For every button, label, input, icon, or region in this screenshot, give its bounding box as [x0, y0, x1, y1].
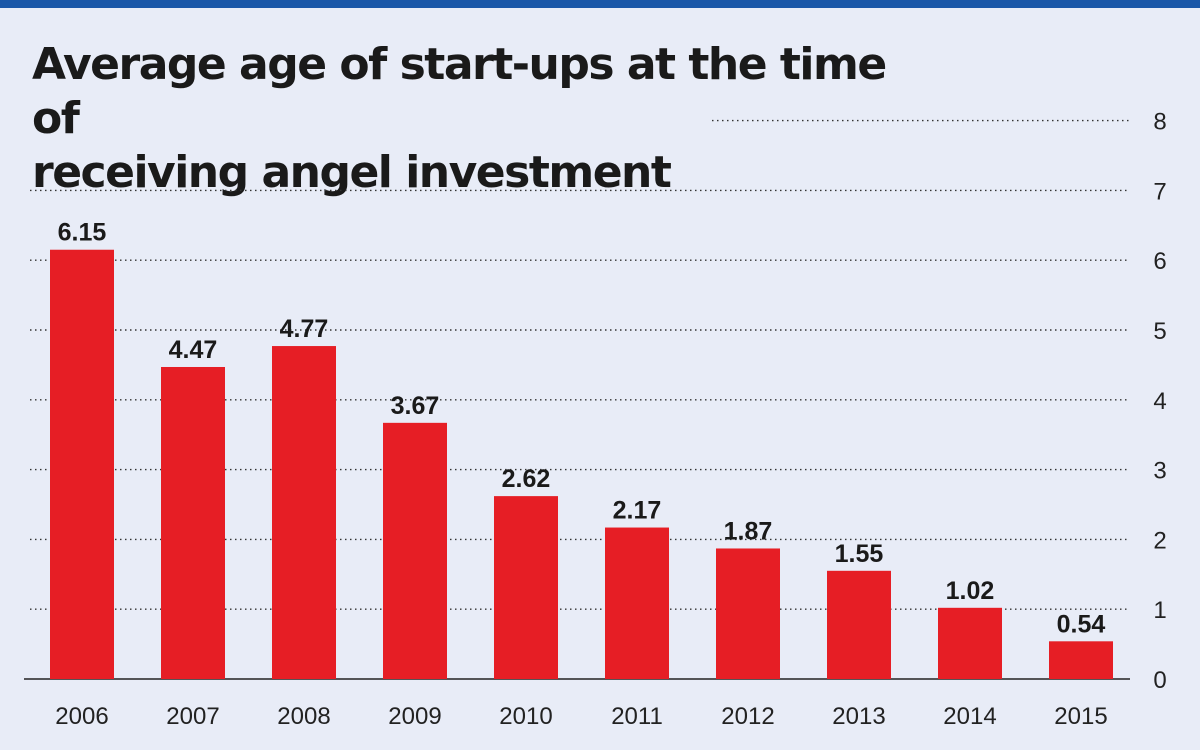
bar-2014 [938, 607, 1002, 679]
x-tick-label-2014: 2014 [943, 703, 996, 730]
y-tick-label: 6 [1153, 248, 1166, 275]
x-tick-label-2015: 2015 [1054, 703, 1107, 730]
bar-2009 [383, 422, 447, 679]
x-tick-label-2008: 2008 [277, 703, 330, 730]
chart-title-line-1: Average age of start-ups at the time of [32, 39, 887, 144]
y-tick-label: 7 [1153, 178, 1166, 205]
bar-2010 [494, 496, 558, 679]
chart-title: Average age of start-ups at the time of … [32, 38, 932, 200]
x-tick-label-2013: 2013 [832, 703, 885, 730]
bars [50, 249, 1113, 680]
y-tick-label: 1 [1153, 597, 1166, 624]
y-tick-label: 4 [1153, 388, 1166, 415]
data-label-2015: 0.54 [1057, 610, 1106, 638]
y-tick-label: 8 [1153, 109, 1166, 136]
y-tick-label: 3 [1153, 458, 1166, 485]
x-tick-label-2009: 2009 [388, 703, 441, 730]
data-label-2009: 3.67 [391, 392, 440, 420]
top-rule [0, 0, 1200, 8]
x-tick-label-2006: 2006 [55, 703, 108, 730]
bar-2013 [827, 570, 891, 679]
data-label-2006: 6.15 [58, 219, 107, 247]
x-axis-ticks: 2006 2007 2008 2009 2010 2011 2012 2013 2014 2015 [55, 703, 1107, 730]
data-label-2013: 1.55 [835, 540, 884, 568]
y-tick-label: 5 [1153, 318, 1166, 345]
data-label-2011: 2.17 [613, 497, 662, 525]
x-tick-label-2010: 2010 [499, 703, 552, 730]
data-label-2010: 2.62 [502, 465, 551, 493]
x-tick-label-2012: 2012 [721, 703, 774, 730]
chart-title-line-2: receiving angel investment [32, 147, 672, 198]
data-label-2008: 4.77 [280, 315, 329, 343]
bar-2006 [50, 249, 114, 680]
data-label-2012: 1.87 [724, 517, 773, 545]
data-label-2007: 4.47 [169, 336, 218, 364]
x-tick-label-2011: 2011 [611, 703, 663, 730]
data-labels: 6.15 4.47 4.77 3.67 2.62 2.17 1.87 1.55 1.02 0.54 [58, 219, 1106, 639]
x-tick-label-2007: 2007 [166, 703, 219, 730]
y-axis-ticks: 0 1 2 3 4 5 6 7 8 [1153, 109, 1166, 694]
y-tick-label: 0 [1153, 667, 1166, 694]
bar-2007 [161, 366, 225, 679]
bar-2015 [1049, 641, 1113, 679]
data-label-2014: 1.02 [946, 577, 995, 605]
bar-2011 [605, 527, 669, 679]
bar-2008 [272, 346, 336, 679]
y-tick-label: 2 [1153, 527, 1166, 554]
bar-2012 [716, 548, 780, 679]
